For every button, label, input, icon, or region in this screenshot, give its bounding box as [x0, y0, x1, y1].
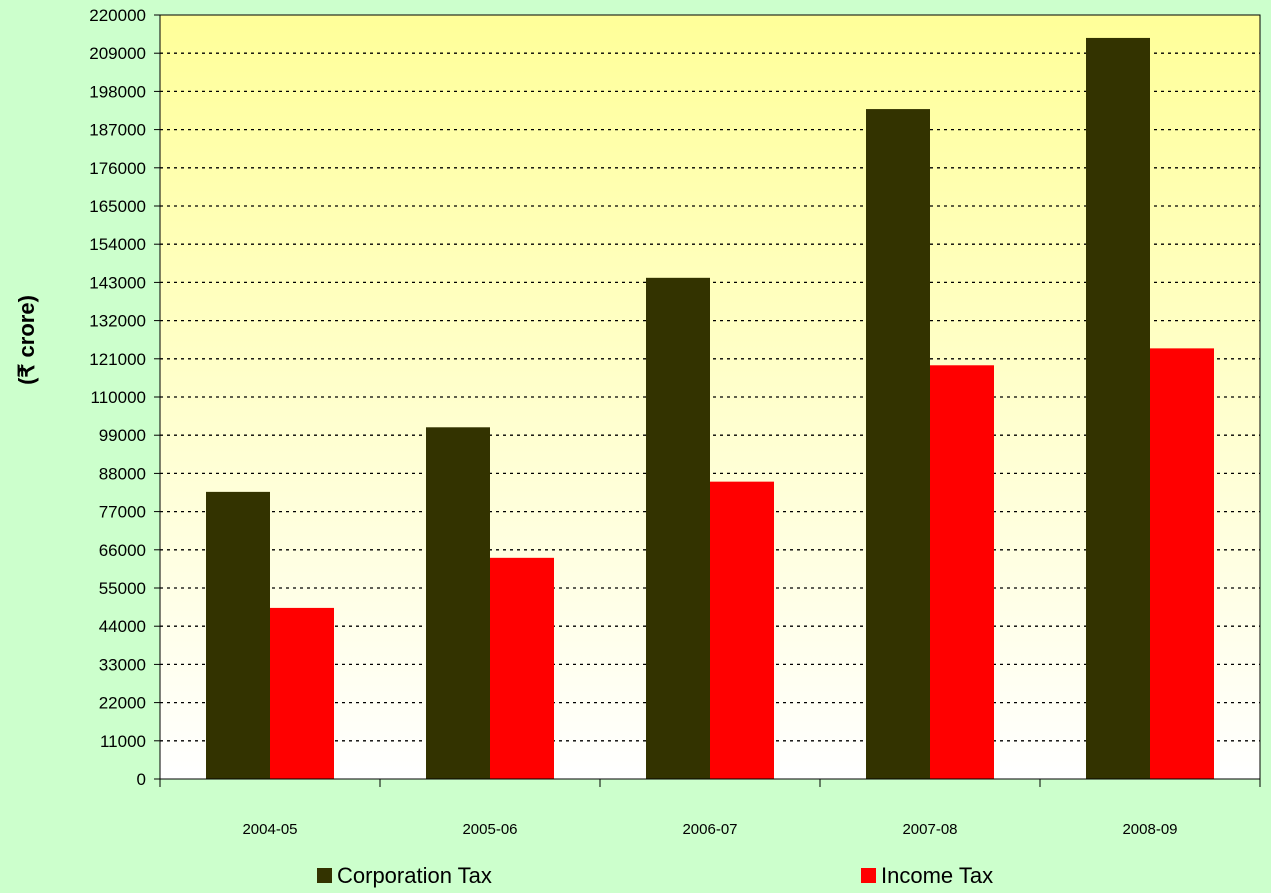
legend-swatch — [317, 868, 332, 883]
y-tick-label: 88000 — [99, 464, 146, 483]
bar-income-tax — [490, 557, 554, 779]
y-axis-label: (₹ crore) — [14, 295, 39, 385]
y-tick-label: 44000 — [99, 617, 146, 636]
grid-lines — [160, 52, 1260, 742]
bar-corporation-tax — [206, 491, 270, 779]
legend-label: Corporation Tax — [337, 863, 492, 888]
y-tick-label: 176000 — [89, 159, 146, 178]
y-tick-label: 132000 — [89, 312, 146, 331]
y-tick-label: 165000 — [89, 197, 146, 216]
y-tick-label: 77000 — [99, 503, 146, 522]
y-tick-label: 121000 — [89, 350, 146, 369]
x-tick-label: 2006-07 — [682, 821, 737, 838]
y-tick-label: 220000 — [89, 6, 146, 25]
x-tick-labels: 2004-05 2005-06 2006-07 2007-08 2008-09 — [242, 821, 1177, 838]
legend-item: Corporation Tax — [317, 863, 492, 888]
y-tick-label: 33000 — [99, 655, 146, 674]
y-tick-label: 209000 — [89, 44, 146, 63]
x-tick-label: 2005-06 — [462, 821, 517, 838]
bar-corporation-tax — [866, 109, 930, 780]
x-tick-label: 2004-05 — [242, 821, 297, 838]
x-tick-label: 2008-09 — [1122, 821, 1177, 838]
legend-label: Income Tax — [881, 863, 993, 888]
bars — [206, 37, 1214, 780]
x-tick-label: 2007-08 — [902, 821, 957, 838]
axes — [154, 14, 1261, 787]
bar-income-tax — [270, 607, 334, 779]
legend-item: Income Tax — [861, 863, 993, 888]
bar-corporation-tax — [426, 427, 490, 779]
y-tick-label: 11000 — [100, 732, 146, 751]
y-tick-label: 110000 — [91, 388, 146, 407]
y-tick-label: 0 — [137, 770, 146, 789]
y-tick-label: 22000 — [99, 694, 146, 713]
bar-income-tax — [1150, 348, 1214, 779]
y-tick-label: 198000 — [89, 82, 146, 101]
bar-income-tax — [930, 365, 994, 779]
bar-corporation-tax — [1086, 37, 1150, 779]
y-tick-label: 143000 — [89, 273, 146, 292]
y-tick-label: 99000 — [99, 426, 146, 445]
legend: Corporation Tax Income Tax — [317, 863, 993, 888]
y-tick-label: 187000 — [89, 121, 146, 140]
y-tick-label: 66000 — [99, 541, 146, 560]
y-tick-label: 55000 — [99, 579, 146, 598]
y-tick-label: 154000 — [89, 235, 146, 254]
bar-corporation-tax — [646, 277, 710, 779]
y-tick-labels: 0 11000 22000 33000 44000 55000 66000 77000 8800… — [89, 6, 146, 789]
bar-income-tax — [710, 481, 774, 779]
legend-swatch — [861, 868, 876, 883]
